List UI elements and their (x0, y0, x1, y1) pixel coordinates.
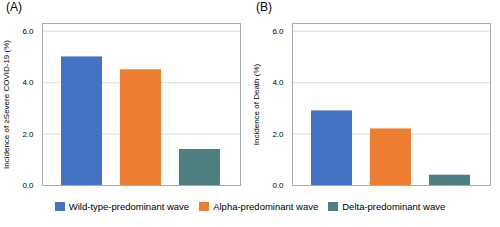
html-text:Delta-predominant wave: Delta-predominant wave (342, 200, 446, 212)
html-text:Wild-type-predominant wave: Wild-type-predominant wave (68, 200, 190, 212)
html-text:(A): (A) (6, 0, 22, 14)
svg-text:0.0: 0.0 (272, 181, 284, 190)
svg-text:2.0: 2.0 (272, 130, 284, 139)
svg-text:Incidence of ≥Severe COVID-19: Incidence of ≥Severe COVID-19 (%) (2, 40, 11, 169)
svg-text:4.0: 4.0 (272, 78, 284, 87)
svg-text:Incidence of Death (%): Incidence of Death (%) (252, 63, 261, 145)
svg-text:6.0: 6.0 (22, 27, 34, 36)
svg-text:6.0: 6.0 (272, 27, 284, 36)
html-text:Alpha-predominant wave: Alpha-predominant wave (213, 200, 319, 212)
svg-text:2.0: 2.0 (22, 130, 34, 139)
svg-text:0.0: 0.0 (22, 181, 34, 190)
svg-text:4.0: 4.0 (22, 78, 34, 87)
html-text:(B): (B) (256, 0, 272, 14)
